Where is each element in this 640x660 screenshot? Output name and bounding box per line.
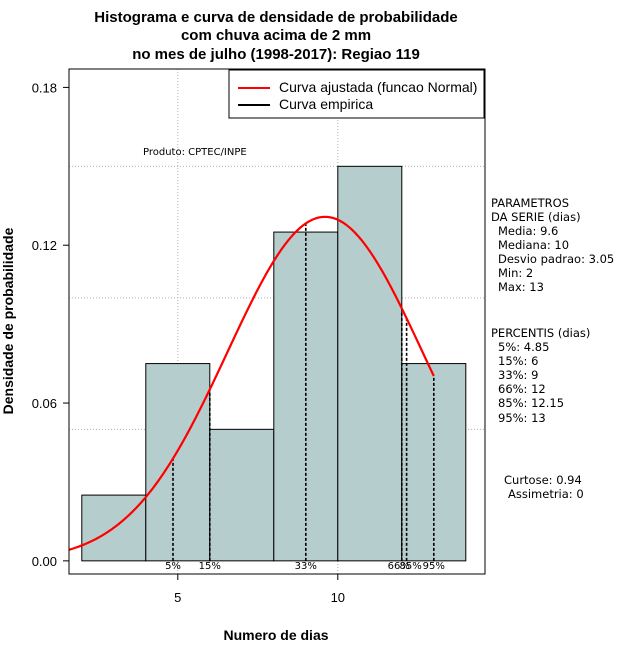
parameters-panel: PARAMETROS DA SERIE (dias) Media: 9.6 Me… bbox=[491, 196, 614, 294]
param-mediana: Mediana: 10 bbox=[498, 238, 569, 252]
param-min: Min: 2 bbox=[498, 266, 533, 280]
plot-frame bbox=[68, 68, 486, 575]
x-axis-tick-label-1: 10 bbox=[331, 590, 345, 605]
chart-title-line-2: com chuva acima de 2 mm bbox=[181, 27, 371, 44]
percentil-15: 15%: 6 bbox=[498, 354, 538, 368]
chart-title-line-3: no mes de julho (1998-2017): Regiao 119 bbox=[132, 46, 420, 63]
param-max: Max: 13 bbox=[498, 280, 544, 294]
param-desvio: Desvio padrao: 3.05 bbox=[498, 252, 614, 266]
legend-box bbox=[228, 69, 485, 119]
percentil-95: 95%: 13 bbox=[498, 411, 546, 425]
histogram-bar-2 bbox=[209, 428, 275, 562]
percentile-label-2: 33% bbox=[295, 561, 317, 572]
legend-label-empirical: Curva empirica bbox=[279, 96, 373, 112]
histogram-bar-4 bbox=[337, 165, 403, 562]
percentil-5: 5%: 4.85 bbox=[498, 340, 549, 354]
assimetria-annotation: Assimetria: 0 bbox=[508, 487, 584, 501]
param-media: Media: 9.6 bbox=[498, 224, 558, 238]
fitted-normal-curve bbox=[68, 215, 435, 551]
params-title-1: PARAMETROS bbox=[491, 196, 569, 210]
percentil-66: 66%: 12 bbox=[498, 382, 546, 396]
histogram-bar-3 bbox=[273, 231, 339, 562]
percentile-label-1: 15% bbox=[199, 561, 221, 572]
axes: 5 10 0.00 0.06 0.12 0.18 bbox=[32, 80, 345, 605]
curtose-annotation: Curtose: 0.94 bbox=[504, 473, 582, 487]
percentiles-panel: PERCENTIS (dias) 5%: 4.85 15%: 6 33%: 9 … bbox=[491, 326, 590, 425]
histogram-bar-1 bbox=[145, 363, 211, 562]
fitted-curve bbox=[68, 215, 435, 551]
y-axis-tick-label-3: 0.18 bbox=[32, 80, 57, 95]
percentis-title: PERCENTIS (dias) bbox=[491, 326, 590, 340]
histogram-bars bbox=[81, 165, 467, 562]
y-axis-tick-label-0: 0.00 bbox=[32, 554, 57, 569]
chart-title-line-1: Histograma e curva de densidade de proba… bbox=[94, 9, 457, 26]
product-annotation: Produto: CPTEC/INPE bbox=[143, 147, 247, 158]
percentile-label-4: 85% bbox=[399, 561, 421, 572]
percentile-label-5: 95% bbox=[423, 561, 445, 572]
legend: Curva ajustada (funcao Normal) Curva emp… bbox=[228, 69, 485, 119]
percentil-85: 85%: 12.15 bbox=[498, 396, 564, 410]
y-axis-label: Densidade de probabilidade bbox=[0, 227, 16, 414]
x-axis-tick-label-0: 5 bbox=[174, 590, 181, 605]
percentile-label-0: 5% bbox=[165, 561, 181, 572]
legend-label-fitted: Curva ajustada (funcao Normal) bbox=[279, 79, 477, 95]
percentile-lines bbox=[172, 223, 435, 561]
percentil-33: 33%: 9 bbox=[498, 368, 538, 382]
y-axis-tick-label-1: 0.06 bbox=[32, 396, 57, 411]
x-axis-label: Numero de dias bbox=[223, 627, 328, 643]
params-title-2: DA SERIE (dias) bbox=[491, 210, 581, 224]
y-axis-tick-label-2: 0.12 bbox=[32, 238, 57, 253]
percentile-labels: 5% 15% 33% 66%85% 95% bbox=[165, 561, 445, 572]
percentile-label-3: 66% bbox=[388, 561, 410, 572]
